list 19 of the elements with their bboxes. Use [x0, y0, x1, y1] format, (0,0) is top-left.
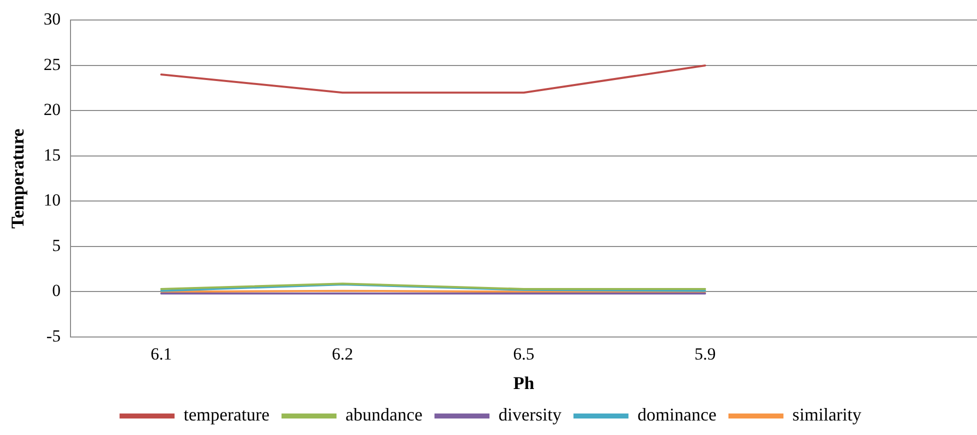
y-axis-title: Temperature [7, 128, 28, 229]
x-tick-label: 5.9 [694, 344, 716, 364]
x-tick-label: 6.2 [332, 344, 354, 364]
y-tick-label: 5 [52, 236, 61, 255]
y-tick-label: 0 [52, 281, 61, 300]
x-axis-title: Ph [513, 372, 534, 393]
y-tick-label: 30 [44, 10, 61, 29]
legend-label: temperature [184, 404, 270, 425]
x-tick-label: 6.5 [513, 344, 534, 364]
y-tick-label: -5 [46, 326, 61, 346]
y-tick-label: 10 [44, 190, 61, 210]
y-tick-label: 15 [44, 145, 61, 164]
y-tick-label: 25 [44, 54, 61, 74]
legend-label: similarity [792, 404, 862, 425]
legend-label: diversity [498, 404, 562, 425]
x-tick-label: 6.1 [150, 344, 172, 364]
legend-label: dominance [637, 404, 716, 425]
legend-label: abundance [346, 404, 422, 425]
y-tick-label: 20 [44, 100, 61, 120]
